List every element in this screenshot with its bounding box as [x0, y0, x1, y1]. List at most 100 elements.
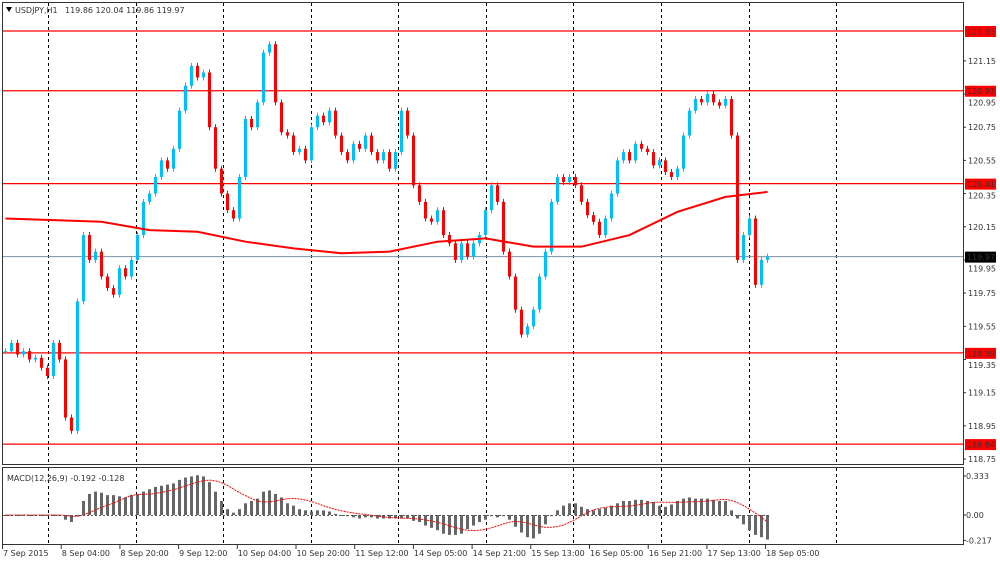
macd-bar [310, 511, 313, 515]
level-label-bg [965, 439, 996, 451]
price-tick-label: 120.95 [968, 99, 996, 108]
price-tick-label: 120.55 [968, 156, 996, 165]
macd-bar [238, 509, 241, 515]
macd-bar [652, 502, 655, 515]
macd-bar [220, 500, 223, 515]
bear-candle [508, 251, 511, 277]
bull-candle [34, 357, 37, 360]
bear-candle [562, 176, 565, 182]
bear-candle [514, 276, 517, 310]
macd-bar [418, 515, 421, 523]
macd-bar [118, 496, 121, 515]
macd-bar [640, 499, 643, 515]
time-tick-label: 18 Sep 05:00 [766, 549, 819, 558]
macd-bar [196, 475, 199, 515]
macd-bar [292, 505, 295, 515]
bull-candle [244, 118, 247, 177]
bear-candle [754, 218, 757, 285]
bull-candle [766, 256, 769, 260]
macd-signal-line [5, 479, 768, 532]
macd-bar [616, 503, 619, 515]
bear-candle [58, 342, 61, 360]
macd-bar [148, 489, 151, 515]
time-tick-label: 15 Sep 13:00 [531, 549, 584, 558]
macd-bar [718, 500, 721, 515]
macd-frame[interactable] [2, 467, 964, 545]
macd-bar [412, 515, 415, 521]
time-tick-label: 16 Sep 21:00 [649, 549, 702, 558]
bear-candle [502, 201, 505, 252]
bear-candle [496, 185, 499, 202]
macd-bar [244, 503, 247, 515]
macd-bar [682, 498, 685, 515]
time-tick-label: 10 Sep 20:00 [297, 549, 350, 558]
moving-average [5, 190, 768, 255]
bull-candle [76, 301, 79, 431]
bear-candle [16, 342, 19, 355]
macd-bar [658, 505, 661, 515]
bull-candle [688, 110, 691, 136]
bull-candle [724, 99, 727, 106]
time-tick-label: 11 Sep 12:00 [355, 549, 408, 558]
price-tick-label: 119.75 [968, 289, 996, 298]
macd-bar [334, 513, 337, 515]
macd-bar [586, 509, 589, 515]
macd-bar [544, 515, 547, 525]
bull-candle [364, 135, 367, 149]
bear-candle [370, 135, 373, 153]
bear-candle [574, 176, 577, 186]
bear-candle [70, 417, 73, 431]
macd-bar [736, 515, 739, 519]
macd-bar [208, 482, 211, 515]
level-label-bg [965, 178, 996, 190]
time-tick-label: 7 Sep 2015 [3, 549, 49, 558]
bear-candle [664, 160, 667, 173]
bear-candle [280, 102, 283, 133]
macd-bar [376, 515, 379, 519]
macd-bar [670, 504, 673, 515]
macd-panel [3, 475, 770, 540]
macd-bar [508, 515, 511, 520]
macd-bar [634, 499, 637, 515]
macd-bar [94, 491, 97, 515]
macd-bar [766, 515, 769, 540]
bull-candle [742, 235, 745, 260]
macd-bar [82, 500, 85, 515]
bear-candle [406, 110, 409, 136]
macd-bar [604, 507, 607, 515]
main-chart-frame[interactable] [2, 2, 964, 465]
time-tick-label: 14 Sep 05:00 [414, 549, 467, 558]
macd-bar [664, 506, 667, 515]
level-labels: 121.33 120.97 120.41 119.39 118.84 119.97 [965, 26, 996, 451]
bull-candle [748, 218, 751, 236]
bear-candle [274, 44, 277, 103]
bear-candle [106, 276, 109, 289]
macd-bar [268, 490, 271, 515]
bear-candle [646, 148, 649, 153]
macd-bar [124, 497, 127, 515]
time-axis[interactable]: 7 Sep 2015 8 Sep 04:00 8 Sep 20:00 9 Sep 12… [2, 545, 820, 558]
bull-candle [694, 99, 697, 111]
macd-bar [478, 515, 481, 523]
bear-candle [286, 132, 289, 136]
collapse-triangle-icon[interactable] [6, 7, 12, 12]
bull-candle [298, 148, 301, 153]
macd-bar [274, 493, 277, 515]
bull-candle [172, 148, 175, 169]
bear-candle [214, 127, 217, 169]
macd-bar [676, 500, 679, 515]
bear-candle [454, 243, 457, 260]
bear-candle [718, 102, 721, 106]
macd-bar [70, 515, 73, 523]
bear-candle [28, 351, 31, 360]
price-tick-label: 121.15 [968, 57, 996, 66]
bull-candle [532, 309, 535, 327]
macd-bar [136, 493, 139, 515]
current-price-label: 119.97 [967, 253, 995, 262]
symbol-title: USDJPY,H1 [15, 6, 58, 15]
macd-bar [178, 479, 181, 515]
macd-bar [286, 503, 289, 515]
bull-candle [178, 110, 181, 149]
bull-candle [352, 143, 355, 161]
price-axis[interactable]: 121.15 120.95 120.75 120.55 120.35 120.15 119.… [963, 57, 996, 546]
